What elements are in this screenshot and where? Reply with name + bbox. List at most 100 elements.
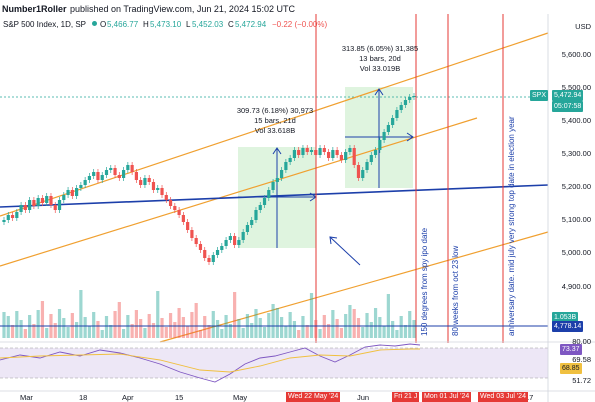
candle-body[interactable] <box>126 165 130 170</box>
price-axis-panel[interactable] <box>548 14 595 392</box>
candle-body[interactable] <box>28 200 32 210</box>
candle-body[interactable] <box>10 215 15 218</box>
date-label-jul03[interactable]: Wed 03 Jul '24 <box>478 392 528 402</box>
candle-body[interactable] <box>386 125 390 132</box>
candle-body[interactable] <box>186 222 190 230</box>
candle-body[interactable] <box>15 212 19 218</box>
candle-body[interactable] <box>373 150 378 155</box>
candle-body[interactable] <box>220 246 224 250</box>
candle-body[interactable] <box>203 250 207 258</box>
candle-body[interactable] <box>66 190 70 195</box>
vlabel-anniversary[interactable]: anniversary date. mid july very strong t… <box>507 116 516 336</box>
candle-body[interactable] <box>79 185 83 188</box>
candle-body[interactable] <box>292 150 297 158</box>
candle-body[interactable] <box>356 165 361 178</box>
candlestick-series[interactable] <box>2 93 416 265</box>
candle-body[interactable] <box>109 168 113 170</box>
candle-body[interactable] <box>391 118 395 125</box>
candle-body[interactable] <box>104 170 109 175</box>
candle-body[interactable] <box>245 225 250 232</box>
channel-upper-line[interactable] <box>0 32 549 217</box>
candle-body[interactable] <box>92 172 96 176</box>
candle-body[interactable] <box>134 172 138 180</box>
candle-body[interactable] <box>6 215 10 220</box>
candle-body[interactable] <box>378 140 382 150</box>
candle-body[interactable] <box>32 200 36 206</box>
candle-body[interactable] <box>147 178 151 182</box>
candle-body[interactable] <box>250 220 254 225</box>
candle-body[interactable] <box>314 150 318 155</box>
candle-body[interactable] <box>83 180 87 185</box>
candle-body[interactable] <box>211 255 215 262</box>
candle-body[interactable] <box>224 240 228 246</box>
candle-body[interactable] <box>177 210 181 215</box>
candle-body[interactable] <box>23 205 27 210</box>
candle-body[interactable] <box>160 188 164 195</box>
candle-body[interactable] <box>301 148 305 155</box>
candle-body[interactable] <box>19 205 23 212</box>
candle-body[interactable] <box>395 110 399 118</box>
channel-mid-line[interactable] <box>0 117 478 267</box>
candle-body[interactable] <box>382 132 386 140</box>
candle-body[interactable] <box>151 182 156 190</box>
candle-body[interactable] <box>164 195 168 200</box>
candle-body[interactable] <box>352 148 356 165</box>
candle-body[interactable] <box>45 196 49 203</box>
candle-body[interactable] <box>408 97 412 100</box>
candle-body[interactable] <box>36 198 40 206</box>
candle-body[interactable] <box>190 230 194 238</box>
candle-body[interactable] <box>280 170 284 178</box>
candle-body[interactable] <box>339 155 343 160</box>
candle-body[interactable] <box>254 210 258 220</box>
last-price-tag[interactable]: 5,472.94 <box>552 90 584 101</box>
candle-body[interactable] <box>267 190 271 198</box>
candle-body[interactable] <box>331 150 335 158</box>
candle-body[interactable] <box>62 195 66 200</box>
candle-body[interactable] <box>271 182 275 190</box>
candle-body[interactable] <box>2 220 6 222</box>
candle-body[interactable] <box>75 188 79 196</box>
candle-body[interactable] <box>262 198 267 205</box>
candle-body[interactable] <box>412 96 416 97</box>
candle-body[interactable] <box>121 170 126 178</box>
candle-body[interactable] <box>40 198 45 203</box>
candle-body[interactable] <box>399 105 403 110</box>
vlabel-spy-ipo[interactable]: 150 degrees from spy ipo date <box>420 227 429 336</box>
candle-body[interactable] <box>403 100 408 105</box>
candle-body[interactable] <box>53 205 57 210</box>
candle-body[interactable] <box>344 152 348 160</box>
candle-body[interactable] <box>143 178 147 185</box>
candle-body[interactable] <box>207 258 211 262</box>
candle-body[interactable] <box>318 148 322 155</box>
candle-body[interactable] <box>113 168 117 175</box>
candle-body[interactable] <box>194 238 198 244</box>
candle-body[interactable] <box>233 236 237 245</box>
candle-body[interactable] <box>305 148 309 152</box>
vlabel-oct-low[interactable]: 80 weeks from oct 23 low <box>451 245 460 336</box>
candle-body[interactable] <box>130 165 134 172</box>
date-label-may22[interactable]: Wed 22 May '24 <box>286 392 341 402</box>
candle-body[interactable] <box>369 155 373 162</box>
candle-body[interactable] <box>326 152 331 158</box>
candle-body[interactable] <box>241 232 245 240</box>
candle-body[interactable] <box>49 196 53 205</box>
candle-body[interactable] <box>198 244 203 250</box>
candle-body[interactable] <box>96 172 100 180</box>
candle-body[interactable] <box>335 150 339 155</box>
candle-body[interactable] <box>361 170 365 178</box>
candle-body[interactable] <box>297 150 301 155</box>
candle-body[interactable] <box>70 190 74 196</box>
date-label-jun21[interactable]: Fri 21 J <box>392 392 420 402</box>
candle-body[interactable] <box>288 158 292 162</box>
measure-label-2[interactable]: 313.85 (6.05%) 31,385 13 bars, 20d Vol 3… <box>336 44 424 74</box>
candle-body[interactable] <box>228 236 232 240</box>
candle-body[interactable] <box>365 162 369 170</box>
candle-body[interactable] <box>173 206 177 210</box>
channel-lower-line[interactable] <box>159 231 549 343</box>
candle-body[interactable] <box>168 200 173 206</box>
candle-body[interactable] <box>181 215 185 222</box>
candle-body[interactable] <box>117 175 121 178</box>
measure-label-1[interactable]: 309.73 (6.18%) 30,973 15 bars, 21d Vol 3… <box>234 106 316 136</box>
candle-body[interactable] <box>237 240 241 245</box>
